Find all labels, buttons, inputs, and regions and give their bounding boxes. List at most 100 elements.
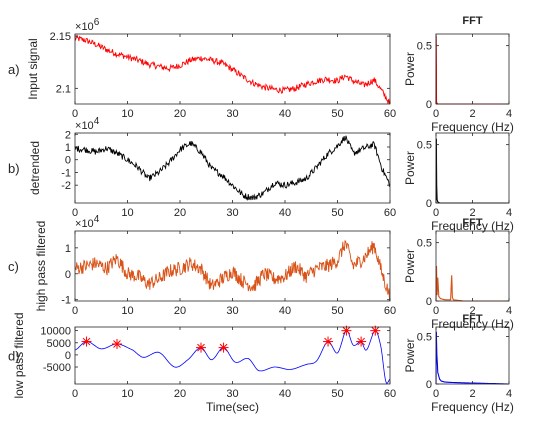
exponent-prefix: ×: [75, 21, 81, 33]
y-tick-label: 2.15: [50, 31, 71, 43]
d_main-axes-box: [74, 326, 391, 385]
peak-marker-stroke: [324, 337, 332, 346]
a_main-series-line: [74, 33, 391, 104]
c_fft-xlabel: Frequency (Hz): [431, 317, 514, 331]
x-tick-label: 10: [121, 108, 133, 120]
y-tick-label: 0: [65, 269, 71, 281]
y-tick-label: 0: [426, 379, 432, 391]
d_main-series-line: [74, 330, 391, 385]
x-tick-label: 60: [384, 108, 396, 120]
b_main-axis-exponent: ×104: [75, 116, 100, 132]
x-tick-label: 50: [331, 305, 343, 317]
peak-marker: [356, 336, 367, 347]
x-tick-label: 20: [174, 108, 186, 120]
y-tick-label: 10000: [40, 326, 71, 338]
x-tick-label: 2: [469, 388, 475, 400]
c_fft-title: FFT: [462, 217, 482, 229]
b_main-series-line: [74, 135, 391, 201]
x-tick-label: 2: [469, 108, 475, 120]
d_fft-axes-box: [435, 326, 510, 385]
fft-top-title: FFT: [462, 15, 482, 27]
peak-marker-stroke: [371, 326, 380, 335]
d_main-xlabel: Time(sec): [206, 400, 259, 414]
y-tick-label: 0: [426, 99, 432, 111]
x-tick-label: 4: [506, 108, 512, 120]
a_fft-axes-box: [435, 33, 510, 105]
d_main-panel-label: d): [8, 349, 20, 364]
x-tick-label: 40: [279, 388, 291, 400]
x-tick-label: 10: [121, 388, 133, 400]
b_fft-ylabel: Power: [403, 151, 417, 185]
c_main-ylabel: high pass filtered: [34, 221, 48, 312]
peak-marker-stroke: [113, 340, 121, 348]
c_main-panel-label: c): [8, 259, 19, 274]
y-tick-label: 0.5: [417, 41, 432, 53]
y-tick-label: -1: [61, 167, 71, 179]
d_fft-ylabel: Power: [403, 338, 417, 372]
y-tick-label: 0: [65, 155, 71, 167]
x-tick-label: 60: [384, 207, 396, 219]
x-tick-label: 20: [174, 388, 186, 400]
b_fft-xlabel: Frequency (Hz): [431, 219, 514, 233]
y-tick-label: 0.5: [417, 140, 432, 152]
y-tick-label: 0.5: [417, 332, 432, 344]
peak-marker: [196, 342, 206, 353]
d_fft-xlabel: Frequency (Hz): [431, 400, 514, 414]
exponent-power: 4: [94, 214, 100, 225]
c_fft-axes-box: [435, 230, 510, 302]
exponent-prefix: ×: [75, 120, 81, 132]
y-tick-label: -5000: [43, 362, 71, 374]
x-tick-label: 50: [331, 108, 343, 120]
x-tick-label: 2: [469, 305, 475, 317]
a_fft-series-line: [435, 36, 509, 105]
y-tick-label: -2: [61, 180, 71, 192]
c_fft-ylabel: Power: [403, 249, 417, 283]
x-tick-label: 20: [174, 207, 186, 219]
exponent-base: 10: [81, 218, 93, 230]
x-tick-label: 0: [433, 207, 439, 219]
exponent-power: 6: [94, 17, 100, 28]
exponent-prefix: ×: [75, 218, 81, 230]
x-tick-label: 40: [279, 108, 291, 120]
x-tick-label: 0: [72, 388, 78, 400]
y-tick-label: 5000: [47, 338, 71, 350]
a_fft-xlabel: Frequency (Hz): [431, 120, 514, 134]
d_fft-series-line: [435, 331, 509, 385]
x-tick-label: 4: [506, 388, 512, 400]
x-tick-label: 30: [226, 207, 238, 219]
c_main-series-line: [74, 240, 391, 302]
y-tick-label: 1: [65, 243, 71, 255]
d_fft-title: FFT: [462, 313, 482, 325]
d_main-ylabel: low pass filtered: [12, 312, 26, 398]
x-tick-label: 4: [506, 207, 512, 219]
b_main-ylabel: detrended: [28, 141, 42, 195]
peak-marker-stroke: [197, 343, 205, 352]
x-tick-label: 50: [331, 207, 343, 219]
x-tick-label: 60: [384, 388, 396, 400]
x-tick-label: 10: [121, 305, 133, 317]
x-tick-label: 0: [72, 305, 78, 317]
y-tick-label: 1: [65, 142, 71, 154]
exponent-base: 10: [81, 120, 93, 132]
peak-marker-stroke: [219, 343, 228, 352]
x-tick-label: 0: [433, 388, 439, 400]
a_main-ylabel: Input signal: [26, 38, 40, 99]
x-tick-label: 0: [433, 305, 439, 317]
peak-marker: [81, 336, 92, 347]
x-tick-label: 30: [226, 108, 238, 120]
peak-marker: [323, 336, 334, 347]
x-tick-label: 20: [174, 305, 186, 317]
peak-marker-stroke: [357, 337, 365, 346]
x-tick-label: 50: [331, 388, 343, 400]
c_fft-series-line: [435, 265, 509, 302]
x-tick-label: 2: [469, 207, 475, 219]
b_fft-axes-box: [435, 132, 510, 204]
a_main-axis-exponent: ×106: [75, 17, 100, 33]
peak-marker: [112, 338, 122, 349]
